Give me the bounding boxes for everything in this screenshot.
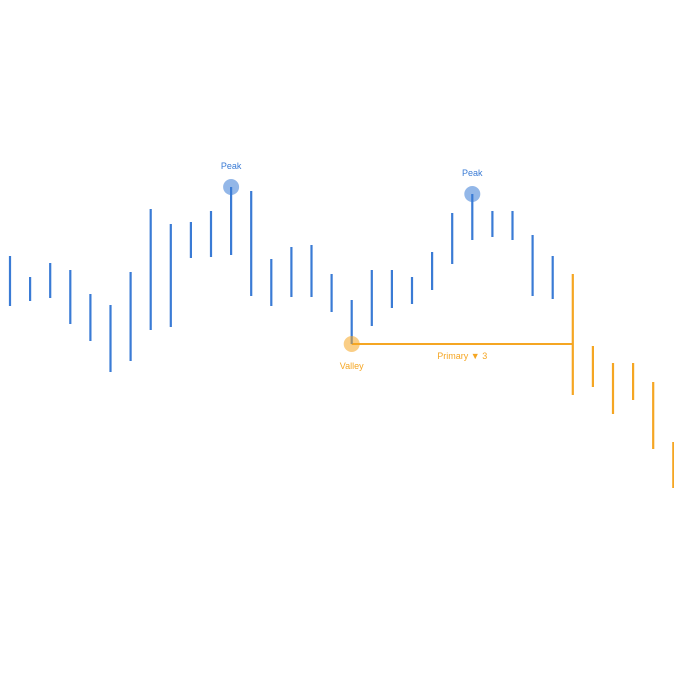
level-line-label: Primary ▼ 3 xyxy=(437,351,487,361)
bars-group xyxy=(8,187,674,488)
peak-label: Peak xyxy=(221,161,242,171)
valley-marker xyxy=(343,336,360,352)
peak-label: Peak xyxy=(462,168,483,178)
peak-marker xyxy=(464,186,481,202)
valley-label: Valley xyxy=(340,361,364,371)
markers-group: Peak Peak Valley xyxy=(221,161,483,371)
peak-marker xyxy=(223,179,240,195)
level-line-group: Primary ▼ 3 xyxy=(351,343,573,361)
